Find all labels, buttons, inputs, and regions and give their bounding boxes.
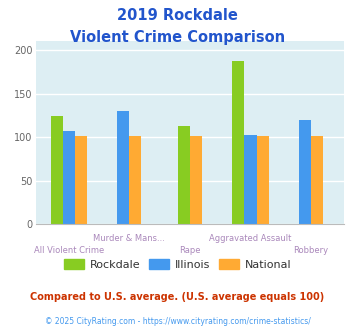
Bar	[245, 135, 257, 224]
Bar	[190, 136, 202, 224]
Bar	[63, 131, 75, 224]
Bar	[51, 116, 63, 224]
Bar	[232, 61, 245, 224]
Bar	[178, 126, 190, 224]
Text: Robbery: Robbery	[294, 247, 329, 255]
Bar	[75, 136, 87, 224]
Bar	[311, 136, 323, 224]
Text: Aggravated Assault: Aggravated Assault	[209, 234, 292, 243]
Text: 2019 Rockdale: 2019 Rockdale	[117, 8, 238, 23]
Bar	[129, 136, 142, 224]
Bar	[117, 111, 129, 224]
Text: Murder & Mans...: Murder & Mans...	[93, 234, 165, 243]
Text: Violent Crime Comparison: Violent Crime Comparison	[70, 30, 285, 45]
Bar	[299, 120, 311, 224]
Text: Rape: Rape	[179, 247, 201, 255]
Legend: Rockdale, Illinois, National: Rockdale, Illinois, National	[60, 255, 295, 274]
Bar	[257, 136, 269, 224]
Text: All Violent Crime: All Violent Crime	[34, 247, 104, 255]
Text: © 2025 CityRating.com - https://www.cityrating.com/crime-statistics/: © 2025 CityRating.com - https://www.city…	[45, 317, 310, 326]
Text: Compared to U.S. average. (U.S. average equals 100): Compared to U.S. average. (U.S. average …	[31, 292, 324, 302]
